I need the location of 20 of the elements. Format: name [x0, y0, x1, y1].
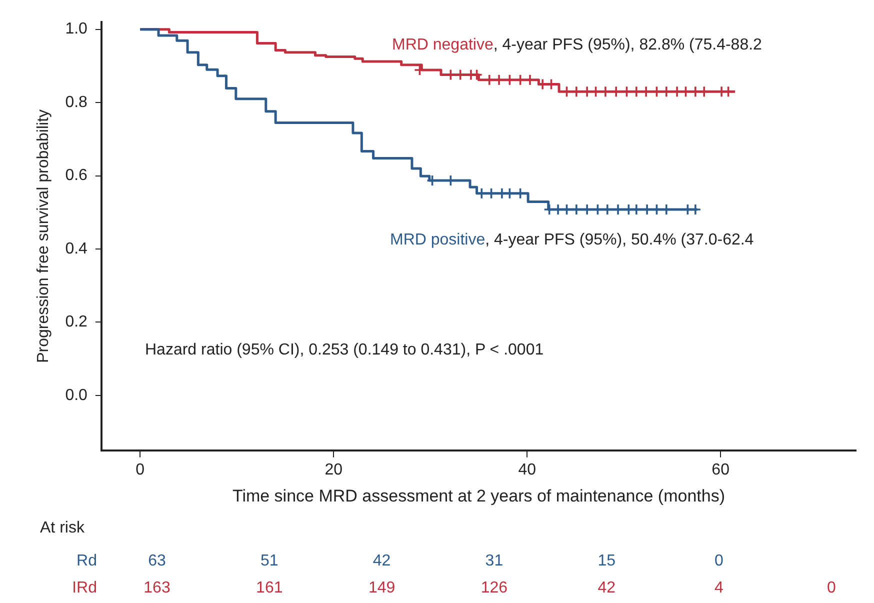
y-tick-label: 1.0	[65, 20, 88, 38]
x-tick-label: 0	[136, 461, 145, 478]
text: IRd 163 161 149 126 42 4 0	[72, 579, 836, 596]
y-tick-label: 0.4	[65, 240, 88, 258]
y-tick-label: 0.8	[65, 94, 88, 111]
y-tick-label: 0.6	[65, 167, 88, 184]
annotation: , 4-year PFS (95%), 50.4% (37.0-62.4	[485, 231, 754, 248]
text: Rd 63 51 42 31 15 0	[76, 552, 724, 570]
annotation: Hazard ratio (95% CI), 0.253 (0.149 to 0.431), P < .0001	[145, 341, 544, 358]
x-axis-title: Time since MRD assessment at 2 years of maintenance (months)	[232, 486, 725, 506]
x-tick-label: 60	[712, 461, 730, 478]
y-axis-title: Progression free survival probability	[35, 109, 52, 363]
text: MRD positive	[390, 231, 486, 248]
text: At risk	[40, 519, 86, 536]
x-tick-label: 40	[518, 461, 536, 478]
x-tick-label: 20	[324, 461, 343, 478]
y-tick-label: 0.0	[65, 386, 88, 404]
series-label: MRD negative	[392, 36, 494, 54]
annotation: , 4-year PFS (95%), 82.8% (75.4-88.2	[493, 36, 762, 54]
y-tick-label: 0.2	[65, 314, 88, 331]
